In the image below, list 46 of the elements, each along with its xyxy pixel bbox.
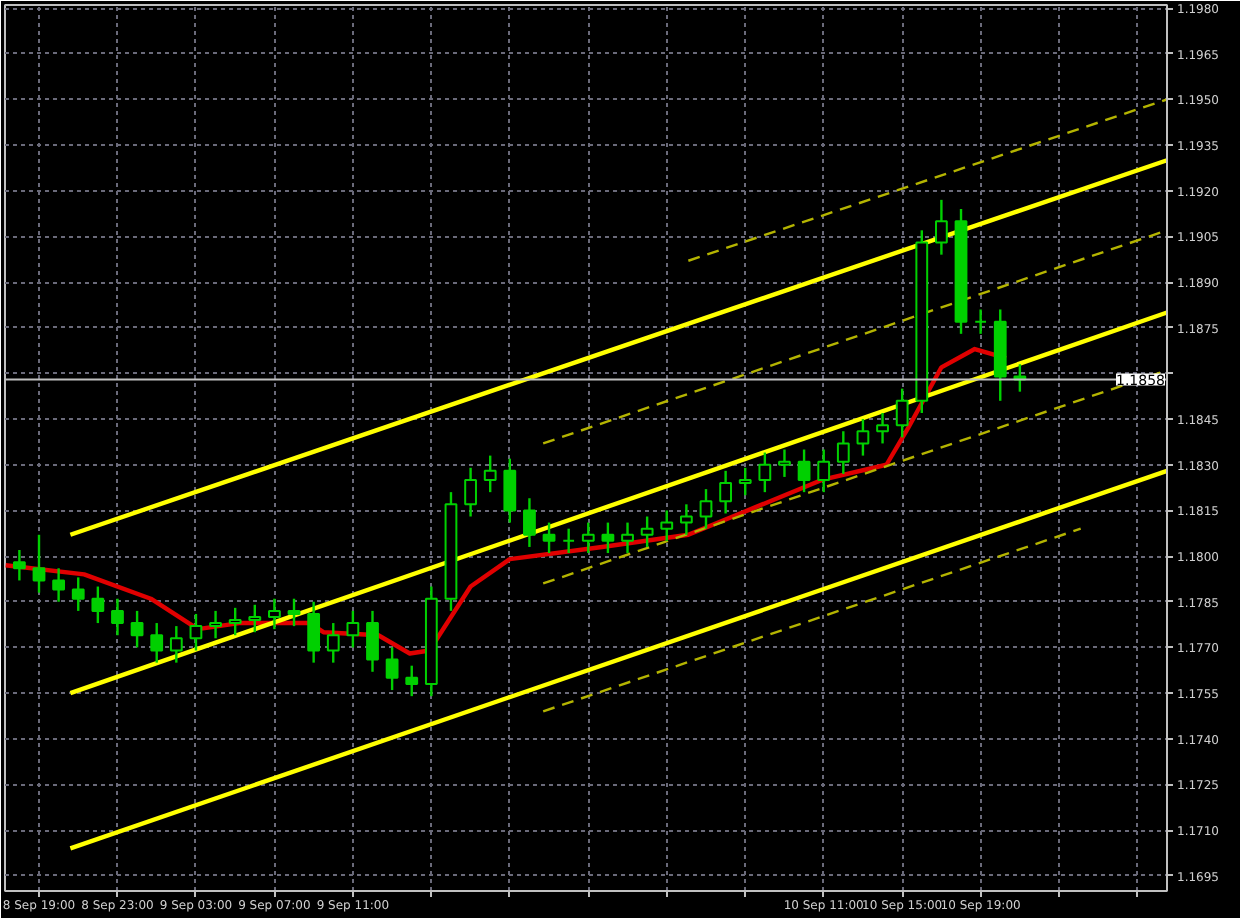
candlestick [758,451,772,494]
candlestick [581,521,595,555]
candlestick [169,624,183,664]
candlestick [483,454,497,494]
candlestick [503,457,517,524]
candlestick [12,548,26,582]
candlestick [287,597,301,628]
candlestick [895,387,909,439]
candlestick [660,509,674,543]
candlestick [719,469,732,515]
candlestick [738,466,752,497]
candlestick [52,567,66,603]
candlestick [326,621,340,664]
candlestick [228,606,242,637]
candlestick [346,609,360,649]
candlestick [189,612,203,652]
candlestick [817,448,831,494]
candlestick [91,585,105,625]
candlestick [248,603,262,634]
candlestick [974,308,988,336]
candlestick [640,515,654,549]
candlestick [385,646,399,692]
candlestick [542,521,556,555]
candlestick [268,597,281,631]
candlestick [209,609,222,640]
candlestick [836,430,850,476]
candlestick [130,609,144,649]
candlestick [856,417,870,457]
candlestick [621,521,634,555]
candlestick [464,466,477,518]
candlestick [366,609,379,673]
candlestick [71,576,85,613]
candlestick [523,497,536,549]
candlestick [797,448,811,494]
candlestick [699,487,713,530]
candlestick [778,448,791,479]
candlestick [562,527,576,555]
candlestick [32,533,46,594]
candlestick [150,621,164,664]
candlestick [111,597,124,637]
candlestick [935,198,948,256]
candlestick [405,664,419,698]
candlestick [679,503,693,536]
candlestick [307,600,321,664]
candlestick [601,521,615,555]
candlestick [876,411,889,445]
